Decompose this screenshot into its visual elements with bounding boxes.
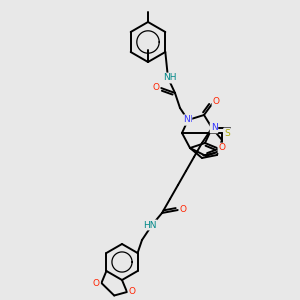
- Text: S: S: [224, 128, 230, 137]
- Text: HN: HN: [143, 220, 157, 230]
- Text: O: O: [218, 143, 226, 152]
- Text: N: N: [184, 116, 191, 124]
- Text: O: O: [152, 83, 160, 92]
- Text: N: N: [184, 116, 190, 124]
- Text: O: O: [212, 97, 220, 106]
- Text: O: O: [128, 287, 136, 296]
- Text: O: O: [179, 206, 187, 214]
- Text: O: O: [93, 278, 100, 287]
- Text: NH: NH: [163, 74, 177, 82]
- Text: N: N: [211, 124, 218, 133]
